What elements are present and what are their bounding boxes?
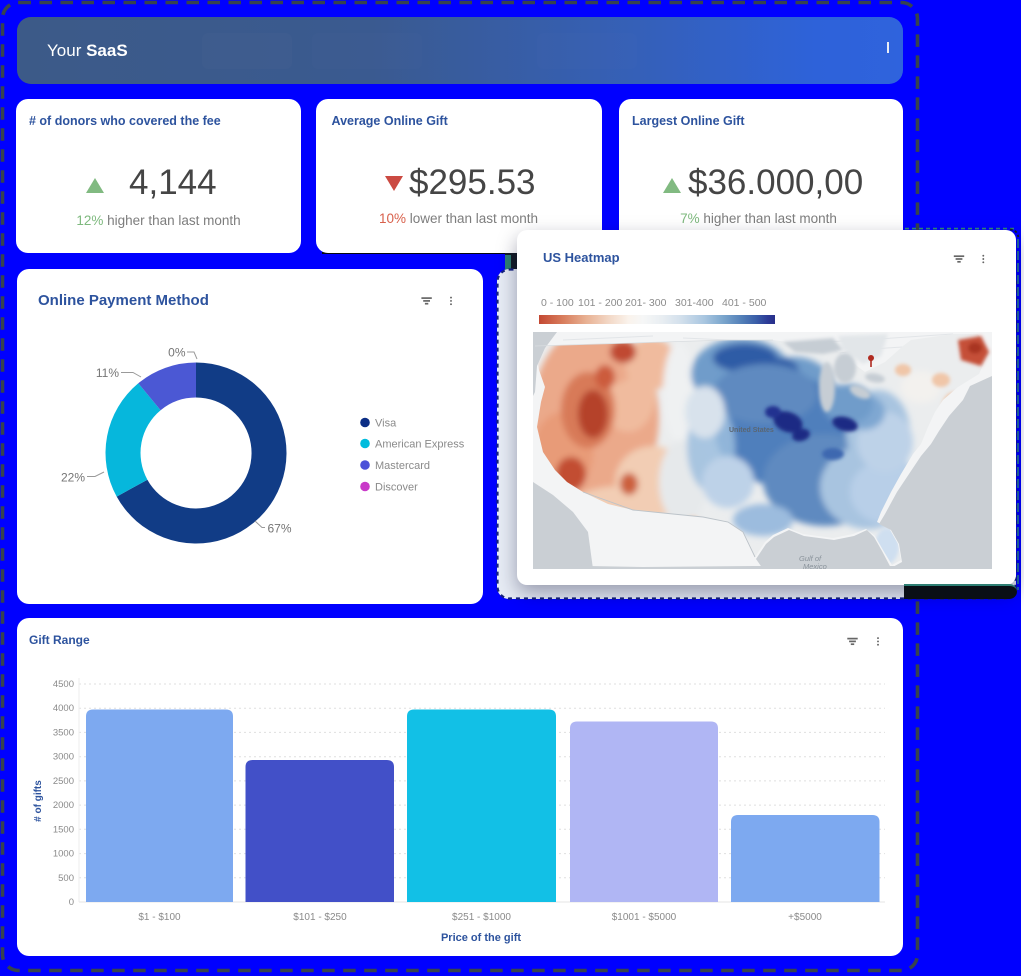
svg-text:67%: 67%	[268, 521, 292, 535]
svg-text:2000: 2000	[53, 800, 74, 811]
svg-text:3000: 3000	[53, 752, 74, 763]
svg-text:American Express: American Express	[375, 438, 465, 450]
svg-text:Price of the gift: Price of the gift	[441, 932, 521, 944]
svg-text:Mexico: Mexico	[803, 562, 827, 569]
svg-text:500: 500	[58, 873, 74, 884]
svg-text:Visa: Visa	[375, 417, 397, 429]
svg-text:4000: 4000	[53, 703, 74, 714]
svg-text:2500: 2500	[53, 776, 74, 787]
svg-text:22%: 22%	[61, 470, 85, 484]
svg-text:United States: United States	[729, 427, 774, 434]
svg-text:# of gifts: # of gifts	[33, 780, 44, 822]
svg-text:Mastercard: Mastercard	[375, 459, 430, 471]
svg-text:3500: 3500	[53, 727, 74, 738]
svg-text:$1001 - $5000: $1001 - $5000	[612, 912, 677, 923]
svg-text:+$5000: +$5000	[788, 912, 822, 923]
svg-text:$251 - $1000: $251 - $1000	[452, 912, 511, 923]
svg-text:1500: 1500	[53, 824, 74, 835]
svg-text:0%: 0%	[168, 345, 186, 359]
svg-text:0: 0	[69, 897, 74, 908]
svg-text:$101 - $250: $101 - $250	[293, 912, 347, 923]
svg-text:$1 - $100: $1 - $100	[138, 912, 181, 923]
svg-text:Discover: Discover	[375, 481, 418, 493]
svg-text:4500: 4500	[53, 679, 74, 690]
svg-text:11%: 11%	[96, 366, 119, 380]
svg-text:Gulf of: Gulf of	[799, 554, 822, 563]
svg-text:1000: 1000	[53, 849, 74, 860]
